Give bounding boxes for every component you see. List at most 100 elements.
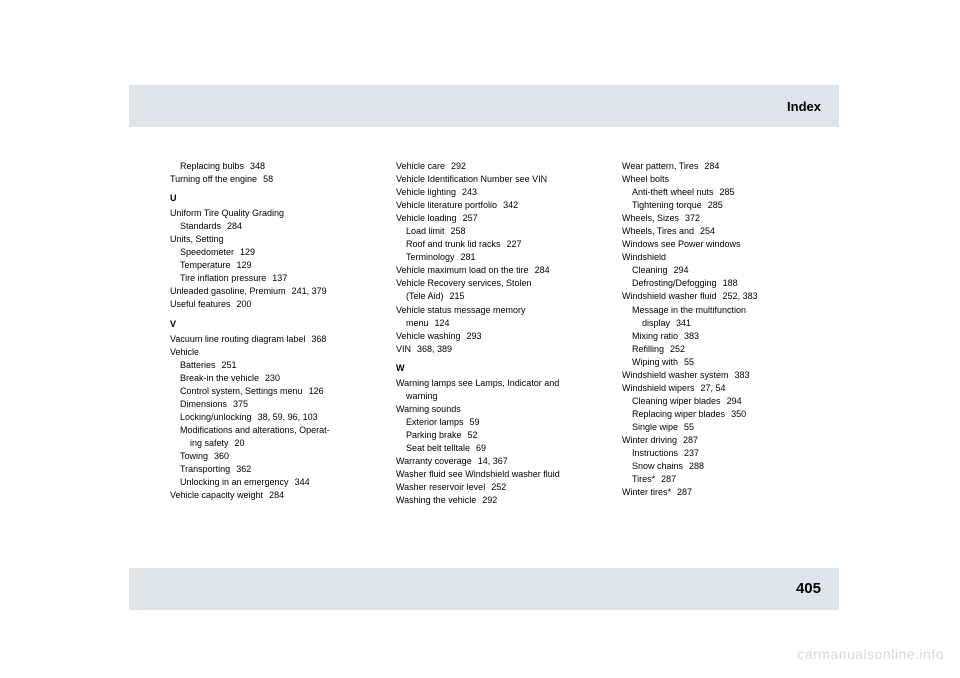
entry-text: Vehicle Identification Number see VIN (396, 174, 547, 184)
index-entry: Tires*287 (622, 473, 830, 486)
index-entry: Wear pattern, Tires284 (622, 160, 830, 173)
index-entry: Cleaning294 (622, 264, 830, 277)
index-entry: Uniform Tire Quality Grading (170, 207, 378, 220)
index-entry: Exterior lamps59 (396, 416, 604, 429)
index-entry: Vehicle maximum load on the tire284 (396, 264, 604, 277)
index-entry: (Tele Aid)215 (396, 290, 604, 303)
entry-text: Washing the vehicle (396, 495, 476, 505)
entry-page: 230 (259, 373, 280, 383)
index-entry: VIN368, 389 (396, 343, 604, 356)
index-entry: Speedometer129 (170, 246, 378, 259)
entry-text: Windshield washer system (622, 370, 729, 380)
index-entry: Windshield wipers27, 54 (622, 382, 830, 395)
entry-page: 344 (289, 477, 310, 487)
entry-text: Windshield wipers (622, 383, 695, 393)
index-entry: Roof and trunk lid racks227 (396, 238, 604, 251)
index-entry: Unlocking in an emergency344 (170, 476, 378, 489)
index-entry: Break-in the vehicle230 (170, 372, 378, 385)
index-entry: Towing360 (170, 450, 378, 463)
index-entry: Vehicle care292 (396, 160, 604, 173)
entry-page: 375 (227, 399, 248, 409)
entry-text: menu (406, 318, 429, 328)
entry-page: 237 (678, 448, 699, 458)
entry-text: Vehicle Recovery services, Stolen (396, 278, 532, 288)
page-number: 405 (796, 580, 821, 597)
entry-text: Modifications and alterations, Operat- (180, 425, 330, 435)
index-entry: Anti-theft wheel nuts285 (622, 186, 830, 199)
index-entry: Single wipe55 (622, 421, 830, 434)
entry-page: 69 (470, 443, 486, 453)
index-col-3: Wear pattern, Tires284 Wheel bolts Anti-… (622, 160, 830, 507)
entry-text: Units, Setting (170, 234, 224, 244)
index-entry: Unleaded gasoline, Premium241, 379 (170, 285, 378, 298)
entry-text: Windshield (622, 252, 666, 262)
index-col-2: Vehicle care292 Vehicle Identification N… (396, 160, 604, 507)
index-entry: Vehicle Identification Number see VIN (396, 173, 604, 186)
index-entry: Transporting362 (170, 463, 378, 476)
entry-text: Message in the multifunction (632, 305, 746, 315)
index-entry: Vehicle lighting243 (396, 186, 604, 199)
index-entry: Cleaning wiper blades294 (622, 395, 830, 408)
index-entry: Windshield washer fluid252, 383 (622, 290, 830, 303)
index-entry: Washing the vehicle292 (396, 494, 604, 507)
index-letter-u: U (170, 192, 378, 205)
entry-page: 124 (429, 318, 450, 328)
index-entry: Winter tires*287 (622, 486, 830, 499)
index-letter-v: V (170, 318, 378, 331)
index-content: Replacing bulbs348 Turning off the engin… (170, 160, 830, 507)
index-entry: Instructions237 (622, 447, 830, 460)
entry-page: 284 (529, 265, 550, 275)
entry-page: 55 (678, 422, 694, 432)
entry-text: Batteries (180, 360, 216, 370)
entry-page: 59 (464, 417, 480, 427)
index-entry: warning (396, 390, 604, 403)
entry-page: 129 (231, 260, 252, 270)
entry-text: Unlocking in an emergency (180, 477, 289, 487)
entry-text: Washer fluid see Windshield washer fluid (396, 469, 560, 479)
entry-page: 188 (717, 278, 738, 288)
entry-text: Winter driving (622, 435, 677, 445)
index-entry: menu124 (396, 317, 604, 330)
entry-page: 285 (714, 187, 735, 197)
entry-text: display (642, 318, 670, 328)
index-entry: ing safety20 (170, 437, 378, 450)
entry-text: Tire inflation pressure (180, 273, 266, 283)
entry-page: 14, 367 (472, 456, 508, 466)
entry-text: Warning lamps see Lamps, Indicator and (396, 378, 559, 388)
entry-page: 341 (670, 318, 691, 328)
index-entry: Vehicle (170, 346, 378, 359)
index-entry: Turning off the engine58 (170, 173, 378, 186)
index-entry: Mixing ratio383 (622, 330, 830, 343)
index-entry: Wheels, Tires and254 (622, 225, 830, 238)
header-band: Index (129, 85, 839, 127)
entry-page: 129 (234, 247, 255, 257)
entry-page: 348 (244, 161, 265, 171)
index-entry: Vacuum line routing diagram label368 (170, 333, 378, 346)
entry-page: 215 (444, 291, 465, 301)
entry-text: Roof and trunk lid racks (406, 239, 501, 249)
index-entry: Seat belt telltale69 (396, 442, 604, 455)
entry-page: 360 (208, 451, 229, 461)
entry-text: (Tele Aid) (406, 291, 444, 301)
entry-text: Speedometer (180, 247, 234, 257)
index-col-1: Replacing bulbs348 Turning off the engin… (170, 160, 378, 507)
entry-text: Snow chains (632, 461, 683, 471)
entry-text: warning (406, 391, 438, 401)
index-entry: Warranty coverage14, 367 (396, 455, 604, 468)
entry-page: 251 (216, 360, 237, 370)
entry-page: 292 (476, 495, 497, 505)
entry-text: Warning sounds (396, 404, 461, 414)
index-entry: Tightening torque285 (622, 199, 830, 212)
entry-page: 58 (257, 174, 273, 184)
index-entry: Windshield washer system383 (622, 369, 830, 382)
entry-text: Wheels, Sizes (622, 213, 679, 223)
entry-text: Tightening torque (632, 200, 702, 210)
index-entry: Vehicle washing293 (396, 330, 604, 343)
index-entry: Units, Setting (170, 233, 378, 246)
entry-text: Cleaning (632, 265, 668, 275)
entry-text: Wiping with (632, 357, 678, 367)
entry-text: Cleaning wiper blades (632, 396, 721, 406)
entry-page: 293 (461, 331, 482, 341)
entry-text: Vehicle loading (396, 213, 457, 223)
index-entry: Refilling252 (622, 343, 830, 356)
